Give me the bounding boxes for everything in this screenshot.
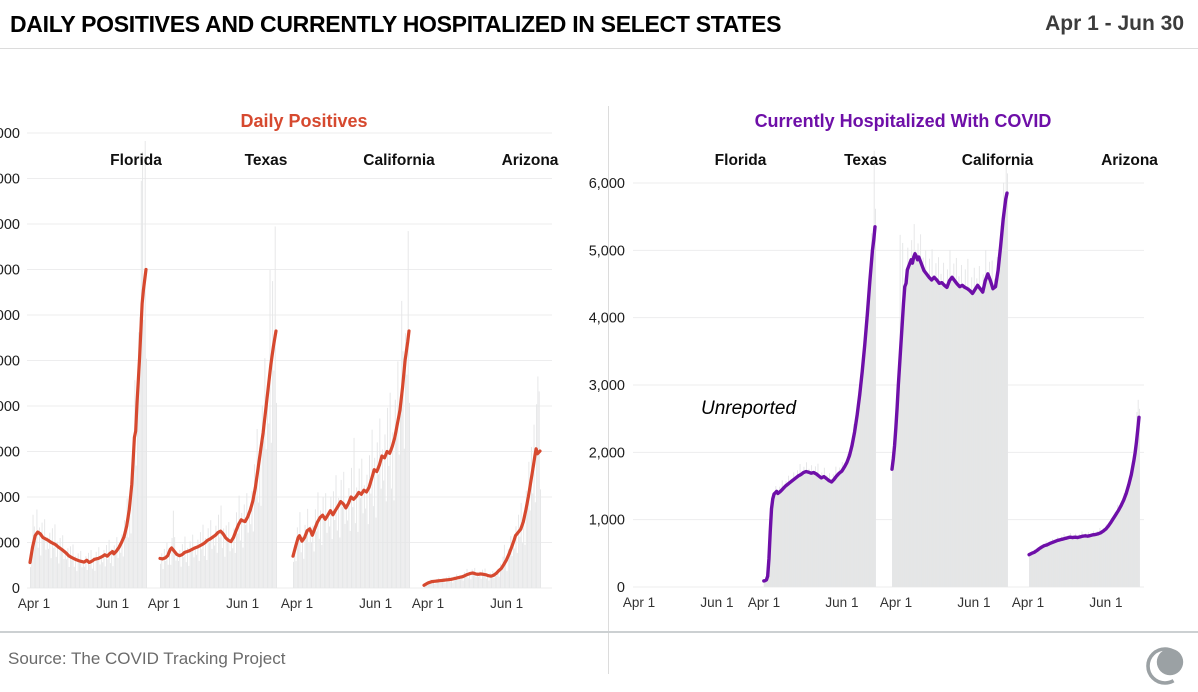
positives-chart-title: Daily Positives (240, 111, 368, 131)
california-daily-bars (293, 231, 410, 588)
x-axis-label: Apr 1 (880, 595, 912, 610)
y-axis-label: 3,000 (589, 378, 625, 394)
x-axis-label: Apr 1 (412, 596, 444, 611)
y-axis-label: 0 (12, 581, 20, 597)
x-axis-labels: Apr 1 Jun 1 (1012, 595, 1123, 610)
arizona-daily-bars (1029, 399, 1140, 587)
texas-daily-bars (160, 226, 277, 588)
y-axis-label: 4,000 (0, 399, 20, 415)
y-axis-label: 2,000 (589, 445, 625, 461)
x-axis-labels: Apr 1 Jun 1 (748, 595, 859, 610)
x-axis-labels: Apr 1 Jun 1 (623, 595, 734, 610)
y-axis-label: 6,000 (0, 308, 20, 324)
california-daily-bars (892, 154, 1008, 588)
texas-trend-line (762, 225, 877, 583)
texas-trend-line (158, 329, 278, 561)
plots-canvas: 0 1,000 2,000 3,000 4,000 5,000 6,000 7,000 8,00… (0, 126, 1144, 611)
date-range: Apr 1 - Jun 30 (1045, 12, 1184, 35)
covid-tracking-project-logo (1146, 647, 1184, 685)
california-trend-line (890, 191, 1009, 471)
y-axis-label: 1,000 (589, 513, 625, 529)
florida-daily-bars (30, 141, 147, 588)
x-axis-label: Jun 1 (825, 595, 858, 610)
x-axis-labels: Apr 1 Jun 1 (281, 596, 392, 611)
y-axis-label: 9,000 (0, 172, 20, 188)
charts-area: 0 1,000 2,000 3,000 4,000 5,000 6,000 7,000 8,00… (0, 48, 1198, 674)
x-axis-label: Jun 1 (1089, 595, 1122, 610)
x-axis-label: Apr 1 (1012, 595, 1044, 610)
header: DAILY POSITIVES AND CURRENTLY HOSPITALIZ… (0, 0, 1198, 49)
x-axis-label: Apr 1 (623, 595, 655, 610)
x-axis-label: Apr 1 (281, 596, 313, 611)
y-axis-label: 10,000 (0, 126, 20, 142)
arizona-trend-line (1027, 415, 1141, 557)
florida-trend-line (28, 267, 148, 565)
x-axis-label: Jun 1 (359, 596, 392, 611)
chart-divider (608, 106, 609, 674)
hospitalized-chart-title: Currently Hospitalized With COVID (754, 111, 1052, 131)
texas-daily-bars (763, 150, 876, 587)
gridlines (633, 182, 1144, 588)
arizona-daily-bars (424, 376, 541, 589)
y-axis-label: 5,000 (589, 243, 625, 259)
logo-dot (1156, 648, 1184, 676)
y-axis-label: 2,000 (0, 490, 20, 506)
gridlines (27, 132, 552, 589)
footer: Source: The COVID Tracking Project (0, 631, 1198, 692)
x-axis-label: Jun 1 (96, 596, 129, 611)
y-axis-label: 1,000 (0, 536, 20, 552)
x-axis-labels: Apr 1 Jun 1 (880, 595, 991, 610)
y-axis-label: 8,000 (0, 217, 20, 233)
x-axis-label: Jun 1 (957, 595, 990, 610)
x-axis-label: Apr 1 (748, 595, 780, 610)
x-axis-label: Apr 1 (148, 596, 180, 611)
y-axis-label: 3,000 (0, 445, 20, 461)
page-title: DAILY POSITIVES AND CURRENTLY HOSPITALIZ… (10, 11, 782, 37)
y-axis-label: 6,000 (589, 176, 625, 192)
y-axis-label: 5,000 (0, 354, 20, 370)
y-axis-labels: 0 1,000 2,000 3,000 4,000 5,000 6,000 7,000 8,00… (0, 126, 20, 597)
x-axis-label: Jun 1 (226, 596, 259, 611)
x-axis-label: Apr 1 (18, 596, 50, 611)
arizona-trend-line (422, 447, 542, 587)
source-text: Source: The COVID Tracking Project (8, 649, 286, 668)
california-trend-line (291, 329, 411, 558)
x-axis-labels: Apr 1 Jun 1 (18, 596, 129, 611)
x-axis-label: Jun 1 (700, 595, 733, 610)
y-axis-label: 4,000 (589, 311, 625, 327)
y-axis-label: 7,000 (0, 263, 20, 279)
y-axis-labels: 0 1,000 2,000 3,000 4,000 5,000 6,000 (589, 176, 625, 596)
x-axis-labels: Apr 1 Jun 1 (148, 596, 259, 611)
x-axis-labels: Apr 1 Jun 1 (412, 596, 523, 611)
y-axis-label: 0 (617, 580, 625, 596)
x-axis-label: Jun 1 (490, 596, 523, 611)
